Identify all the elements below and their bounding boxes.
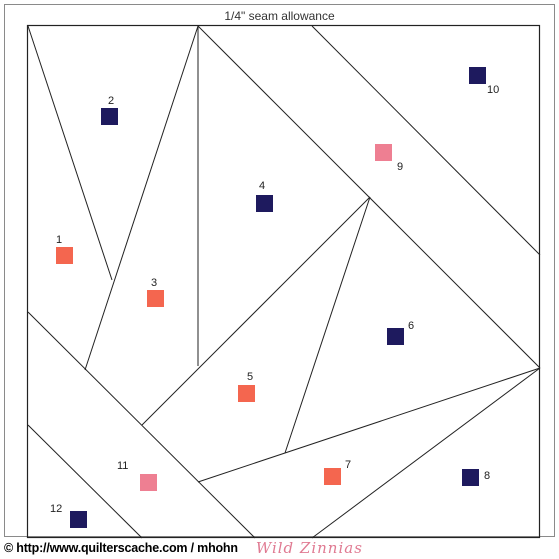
seam-line (284, 196, 371, 454)
piece-7-label: 7 (345, 459, 351, 471)
footer: © http://www.quilterscache.com / mhohn W… (4, 539, 363, 557)
block-border (26, 24, 541, 539)
seam-line (197, 25, 541, 369)
seam-line (27, 25, 113, 281)
piece-6-label: 6 (408, 320, 414, 332)
piece-11-label: 11 (117, 460, 128, 472)
seam-line (84, 25, 199, 371)
piece-9-marker (375, 144, 392, 161)
seam-lines (27, 25, 541, 539)
seam-allowance-border (4, 4, 555, 537)
piece-3-label: 3 (151, 277, 157, 289)
piece-3-marker (147, 290, 164, 307)
piece-1-marker (56, 247, 73, 264)
copyright-link[interactable]: © http://www.quilterscache.com / mhohn (4, 541, 238, 555)
piece-7-marker (324, 468, 341, 485)
seam-line (197, 367, 541, 483)
piece-4-marker (256, 195, 273, 212)
piece-markers: 1 2 3 4 5 6 7 8 9 10 11 12 (50, 67, 499, 528)
seam-line (311, 367, 541, 539)
piece-8-label: 8 (484, 470, 490, 482)
seam-allowance-label: 1/4" seam allowance (224, 9, 335, 23)
piece-9-label: 9 (397, 161, 403, 173)
piece-10-label: 10 (487, 84, 499, 96)
piece-1-label: 1 (56, 234, 62, 246)
piece-5-label: 5 (247, 371, 253, 383)
seam-line (27, 424, 143, 539)
piece-6-marker (387, 328, 404, 345)
seam-line (311, 25, 541, 256)
seam-line (141, 196, 371, 426)
piece-12-marker (70, 511, 87, 528)
piece-8-marker (462, 469, 479, 486)
piece-2-marker (101, 108, 118, 125)
piece-5-marker (238, 385, 255, 402)
piece-4-label: 4 (259, 180, 265, 192)
brand-logo-text: Wild Zinnias (255, 539, 363, 557)
piece-12-label: 12 (50, 503, 62, 515)
piece-2-label: 2 (108, 95, 114, 107)
seam-line (27, 311, 256, 539)
piece-10-marker (469, 67, 486, 84)
piece-11-marker (140, 474, 157, 491)
